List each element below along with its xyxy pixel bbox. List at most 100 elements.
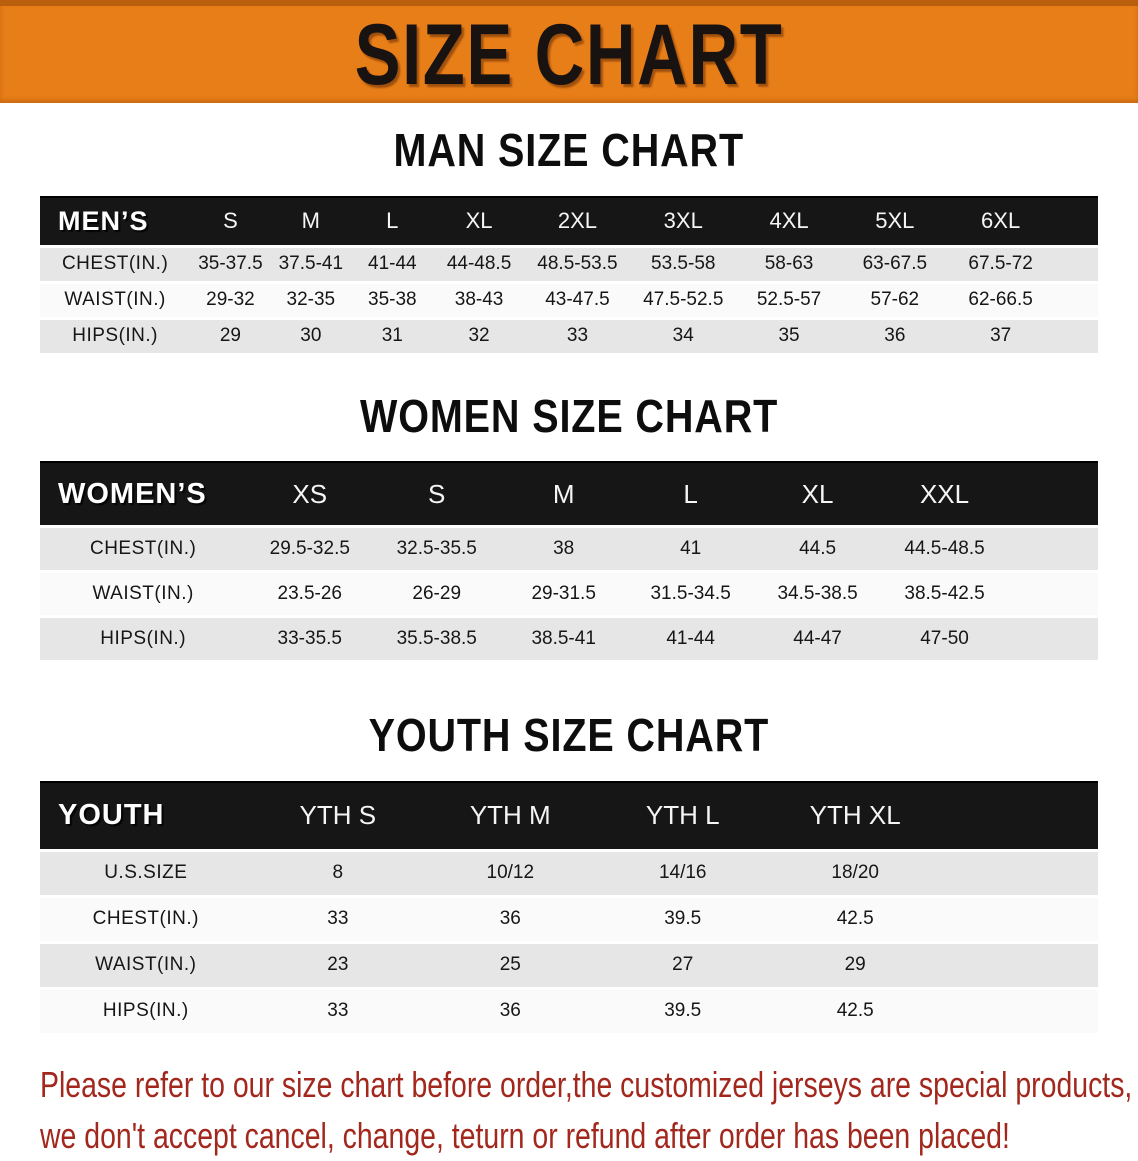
- womens-col-filler: [1008, 461, 1098, 528]
- womens-col-xs: XS: [246, 461, 374, 528]
- table-row: WAIST(IN.) 29-32 32-35 35-38 38-43 43-47…: [40, 280, 1098, 319]
- cell: 42.5: [768, 894, 942, 943]
- cell: 33: [524, 316, 631, 353]
- youth-corner-label: YOUTH: [40, 780, 252, 852]
- table-row: HIPS(IN.) 33-35.5 35.5-38.5 38.5-41 41-4…: [40, 615, 1098, 661]
- cell: 37: [947, 316, 1054, 353]
- cell: 38.5-41: [500, 615, 628, 661]
- mens-chest-label: CHEST(IN.): [40, 244, 191, 283]
- womens-header-row: WOMEN’S XS S M L XL XXL: [40, 461, 1098, 528]
- womens-waist-label: WAIST(IN.): [40, 570, 247, 617]
- youth-col-s: YTH S: [251, 780, 425, 852]
- cell: 47.5-52.5: [630, 280, 737, 319]
- cell: 62-66.5: [947, 280, 1054, 319]
- mens-col-3xl: 3XL: [630, 195, 737, 248]
- mens-col-m: M: [270, 195, 352, 248]
- cell-filler: [1053, 244, 1098, 283]
- womens-hips-label: HIPS(IN.): [40, 615, 247, 661]
- order-disclaimer: Please refer to our size chart before or…: [40, 1059, 1138, 1161]
- cell-filler: [941, 894, 1098, 943]
- mens-col-xl: XL: [433, 195, 525, 248]
- cell-filler: [941, 940, 1098, 989]
- disclaimer-line-1: Please refer to our size chart before or…: [40, 1063, 1133, 1105]
- cell: 63-67.5: [841, 244, 948, 283]
- man-section-heading: MAN SIZE CHART: [0, 125, 1138, 176]
- cell: 25: [424, 940, 597, 989]
- cell: 44.5-48.5: [881, 525, 1009, 572]
- womens-col-s: S: [373, 461, 501, 528]
- cell: 37.5-41: [270, 244, 352, 283]
- youth-col-xl: YTH XL: [768, 780, 942, 852]
- cell: 31.5-34.5: [627, 570, 755, 617]
- cell: 29: [190, 316, 271, 353]
- cell: 41-44: [627, 615, 755, 661]
- mens-corner-label: MEN’S: [40, 195, 191, 248]
- womens-col-l: L: [627, 461, 755, 528]
- women-section-heading-text: WOMEN SIZE CHART: [359, 389, 779, 442]
- youth-size-table: YOUTH YTH S YTH M YTH L YTH XL U.S.SIZE …: [40, 780, 1098, 1033]
- cell-filler: [941, 986, 1098, 1033]
- mens-col-l: L: [351, 195, 434, 248]
- man-section-heading-text: MAN SIZE CHART: [393, 124, 745, 176]
- cell: 35: [736, 316, 842, 353]
- cell: 33: [251, 894, 425, 943]
- mens-col-5xl: 5XL: [841, 195, 948, 248]
- youth-header-row: YOUTH YTH S YTH M YTH L YTH XL: [40, 780, 1098, 852]
- mens-waist-label: WAIST(IN.): [40, 280, 191, 319]
- table-row: HIPS(IN.) 29 30 31 32 33 34 35 36 37: [40, 316, 1098, 353]
- youth-waist-label: WAIST(IN.): [40, 940, 252, 989]
- cell: 41-44: [351, 244, 434, 283]
- cell: 38: [500, 525, 628, 572]
- cell: 52.5-57: [736, 280, 842, 319]
- cell: 39.5: [596, 894, 769, 943]
- cell: 26-29: [373, 570, 501, 617]
- cell: 33-35.5: [246, 615, 374, 661]
- mens-col-4xl: 4XL: [736, 195, 842, 248]
- cell: 57-62: [841, 280, 948, 319]
- cell: 36: [424, 986, 597, 1033]
- mens-col-s: S: [190, 195, 271, 248]
- table-row: CHEST(IN.) 33 36 39.5 42.5: [40, 894, 1098, 943]
- cell: 29-31.5: [500, 570, 628, 617]
- cell: 47-50: [881, 615, 1009, 661]
- cell: 48.5-53.5: [524, 244, 631, 283]
- cell: 36: [841, 316, 948, 353]
- youth-col-l: YTH L: [596, 780, 769, 852]
- youth-hips-label: HIPS(IN.): [40, 986, 252, 1033]
- cell: 38.5-42.5: [881, 570, 1009, 617]
- youth-col-filler: [941, 780, 1098, 852]
- cell: 30: [270, 316, 352, 353]
- cell: 27: [596, 940, 769, 989]
- cell: 29: [768, 940, 942, 989]
- banner-title: SIZE CHART: [354, 6, 784, 103]
- cell: 32: [433, 316, 525, 353]
- mens-col-filler: [1053, 195, 1098, 248]
- cell: 8: [251, 848, 425, 897]
- cell: 29.5-32.5: [246, 525, 374, 572]
- table-row: U.S.SIZE 8 10/12 14/16 18/20: [40, 848, 1098, 897]
- cell-filler: [941, 848, 1098, 897]
- mens-header-row: MEN’S S M L XL 2XL 3XL 4XL 5XL 6XL: [40, 195, 1098, 248]
- mens-col-2xl: 2XL: [524, 195, 631, 248]
- cell: 23.5-26: [246, 570, 374, 617]
- womens-chest-label: CHEST(IN.): [40, 525, 247, 572]
- cell: 44.5: [754, 525, 882, 572]
- table-row: CHEST(IN.) 35-37.5 37.5-41 41-44 44-48.5…: [40, 244, 1098, 283]
- cell: 36: [424, 894, 597, 943]
- cell: 43-47.5: [524, 280, 631, 319]
- women-section-heading: WOMEN SIZE CHART: [0, 389, 1138, 442]
- cell-filler: [1008, 525, 1098, 572]
- cell: 29-32: [190, 280, 271, 319]
- cell: 53.5-58: [630, 244, 737, 283]
- cell: 32.5-35.5: [373, 525, 501, 572]
- cell: 35.5-38.5: [373, 615, 501, 661]
- womens-col-m: M: [500, 461, 628, 528]
- cell: 41: [627, 525, 755, 572]
- cell: 39.5: [596, 986, 769, 1033]
- cell: 34.5-38.5: [754, 570, 882, 617]
- cell: 10/12: [424, 848, 597, 897]
- cell-filler: [1053, 280, 1098, 319]
- cell-filler: [1053, 316, 1098, 353]
- mens-hips-label: HIPS(IN.): [40, 316, 191, 353]
- youth-section-heading-text: YOUTH SIZE CHART: [368, 709, 770, 762]
